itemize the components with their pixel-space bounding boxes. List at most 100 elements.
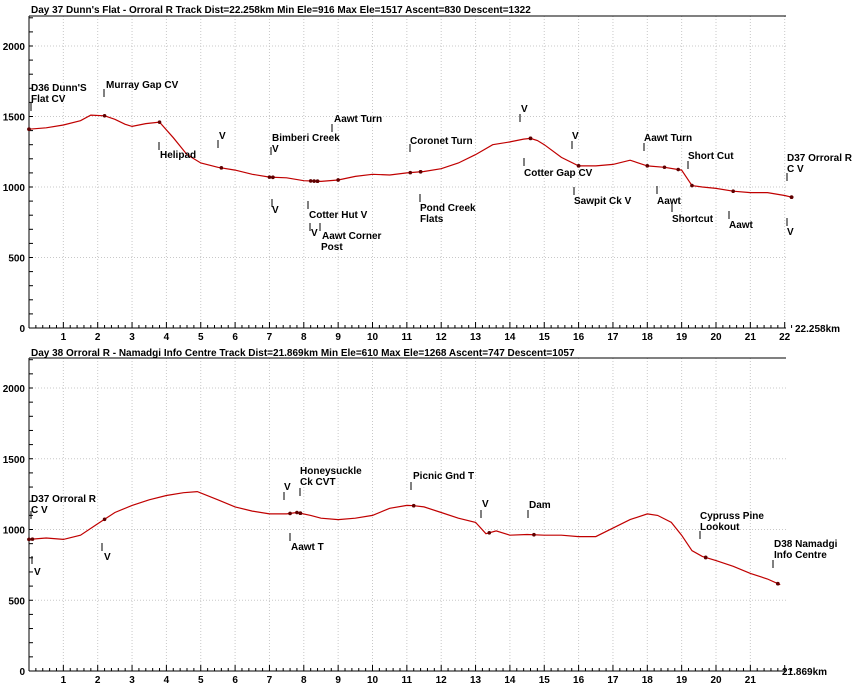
waypoint-point bbox=[411, 503, 416, 508]
waypoint-label: Cotter Gap CV bbox=[524, 168, 593, 179]
waypoint-point bbox=[703, 555, 708, 560]
waypoint-point bbox=[288, 511, 292, 516]
x-tick-label: 22 bbox=[779, 332, 791, 343]
x-tick-label: 2 bbox=[95, 675, 101, 686]
y-tick-label: 1500 bbox=[3, 455, 26, 466]
waypoint-point bbox=[102, 517, 107, 522]
waypoint-point bbox=[676, 167, 681, 172]
y-tick-label: 0 bbox=[19, 667, 25, 678]
x-tick-label: 20 bbox=[710, 332, 722, 343]
x-tick-label: 18 bbox=[642, 675, 654, 686]
waypoint-label: V bbox=[272, 205, 279, 216]
waypoint-label: C V bbox=[787, 164, 804, 175]
waypoint-point bbox=[776, 581, 780, 586]
x-tick-label: 14 bbox=[504, 675, 516, 686]
x-tick-label: 4 bbox=[164, 332, 170, 343]
chart-panel-2: Day 38 Orroral R - Namadgi Info Centre T… bbox=[3, 348, 838, 686]
elevation-profile-line bbox=[28, 114, 794, 199]
waypoint-point bbox=[662, 165, 667, 170]
chart-panel-1: Day 37 Dunn's Flat - Orroral R Track Dis… bbox=[3, 5, 853, 343]
x-tick-label: 8 bbox=[301, 675, 307, 686]
waypoint-label: Cypruss Pine bbox=[700, 511, 764, 522]
x-tick-label: 1 bbox=[61, 675, 67, 686]
waypoint-label: C V bbox=[31, 505, 48, 516]
waypoint-label: Ck CVT bbox=[300, 477, 336, 488]
waypoint-point bbox=[645, 164, 650, 168]
waypoint-point bbox=[528, 136, 533, 141]
waypoint-label: D38 Namadgi bbox=[774, 539, 838, 550]
waypoint-point bbox=[731, 189, 735, 194]
x-tick-label: 9 bbox=[335, 675, 341, 686]
y-tick-label: 500 bbox=[8, 596, 25, 607]
waypoint-label: Aawt T bbox=[291, 542, 324, 553]
x-tick-label: 10 bbox=[367, 675, 379, 686]
waypoint-label: Sawpit Ck V bbox=[574, 196, 632, 207]
waypoint-point bbox=[219, 166, 224, 170]
waypoint-point bbox=[27, 127, 31, 131]
waypoint-label: Flat CV bbox=[31, 94, 66, 105]
waypoint-point bbox=[315, 179, 320, 184]
waypoint-point bbox=[576, 164, 581, 168]
x-tick-label: 8 bbox=[301, 332, 307, 343]
waypoint-point bbox=[157, 120, 162, 124]
waypoint-label: Pond Creek bbox=[420, 203, 476, 214]
waypoint-label: Aawt Turn bbox=[334, 114, 382, 125]
waypoint-point bbox=[267, 175, 272, 179]
waypoint-label: Coronet Turn bbox=[410, 136, 473, 147]
waypoint-point bbox=[418, 169, 423, 174]
x-tick-label: 15 bbox=[539, 675, 551, 686]
waypoint-point bbox=[308, 179, 313, 183]
waypoint-label: V bbox=[572, 131, 579, 142]
x-tick-label: 3 bbox=[129, 675, 135, 686]
x-tick-label: 17 bbox=[607, 332, 619, 343]
waypoint-label: V bbox=[311, 228, 318, 239]
waypoint-label: V bbox=[34, 567, 41, 578]
waypoint-label: Lookout bbox=[700, 522, 740, 533]
waypoint-label: Bimberi Creek bbox=[272, 133, 340, 144]
y-tick-label: 2000 bbox=[3, 384, 26, 395]
waypoint-label: D37 Orroral R bbox=[31, 494, 97, 505]
x-tick-label: 21 bbox=[745, 675, 757, 686]
y-tick-label: 1500 bbox=[3, 113, 26, 124]
x-tick-label: 3 bbox=[129, 332, 135, 343]
y-tick-label: 2000 bbox=[3, 42, 26, 53]
waypoint-label: V bbox=[521, 104, 528, 115]
distance-end-label: 22.258km bbox=[795, 324, 840, 335]
x-tick-label: 4 bbox=[164, 675, 170, 686]
x-tick-label: 16 bbox=[573, 332, 585, 343]
y-tick-label: 1000 bbox=[3, 183, 26, 194]
x-tick-label: 15 bbox=[539, 332, 551, 343]
waypoint-point bbox=[30, 537, 35, 541]
waypoint-label: Info Centre bbox=[774, 550, 827, 561]
distance-end-label: 21.869km bbox=[782, 667, 827, 678]
waypoint-point bbox=[295, 510, 299, 515]
waypoint-label: Aawt bbox=[729, 220, 754, 231]
waypoint-point bbox=[27, 537, 31, 542]
waypoint-label: V bbox=[284, 482, 291, 493]
waypoint-label: D37 Orroral R bbox=[787, 153, 853, 164]
waypoint-point bbox=[298, 511, 303, 516]
x-tick-label: 12 bbox=[436, 332, 448, 343]
waypoint-label: Short Cut bbox=[688, 151, 734, 162]
waypoint-point bbox=[487, 531, 492, 535]
waypoint-label: V bbox=[787, 227, 794, 238]
waypoint-label: Picnic Gnd T bbox=[413, 471, 474, 482]
x-tick-label: 19 bbox=[676, 332, 688, 343]
x-tick-label: 11 bbox=[402, 332, 413, 343]
waypoint-point bbox=[789, 195, 794, 199]
x-tick-label: 12 bbox=[436, 675, 448, 686]
y-tick-label: 0 bbox=[19, 324, 25, 335]
x-tick-label: 7 bbox=[267, 675, 273, 686]
waypoint-point bbox=[532, 532, 536, 537]
waypoint-label: Aawt Turn bbox=[644, 133, 692, 144]
waypoint-point bbox=[312, 179, 316, 183]
waypoint-point bbox=[102, 113, 107, 118]
x-tick-label: 10 bbox=[367, 332, 379, 343]
waypoint-label: Aawt bbox=[657, 196, 682, 207]
waypoint-point bbox=[690, 183, 694, 188]
x-tick-label: 1 bbox=[61, 332, 67, 343]
y-tick-label: 1000 bbox=[3, 526, 26, 537]
x-tick-label: 6 bbox=[232, 332, 238, 343]
waypoint-point bbox=[271, 175, 275, 180]
x-tick-label: 14 bbox=[504, 332, 516, 343]
